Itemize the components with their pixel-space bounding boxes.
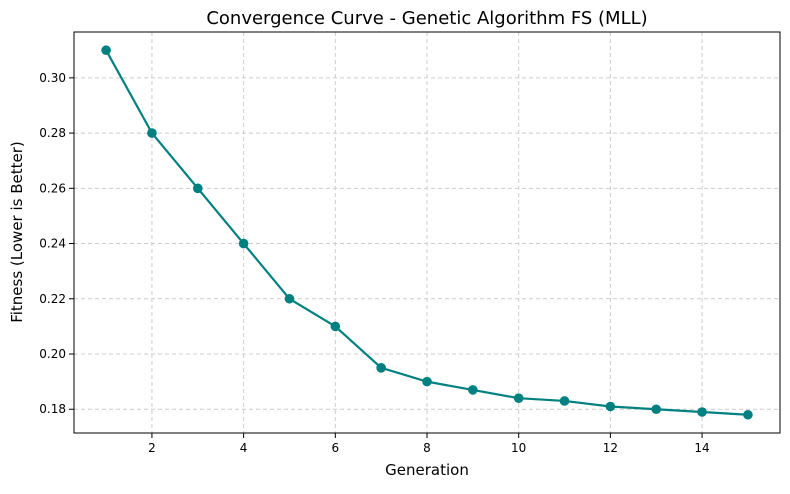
data-point	[513, 393, 524, 404]
y-tick-label: 0.20	[39, 347, 66, 361]
tick-layer: 2 4 6 8 10 12 14 0.18 0.20 0.22 0.24 0.26 0.28 0.30	[39, 71, 709, 455]
data-point	[605, 401, 616, 412]
y-tick-label: 0.24	[39, 237, 66, 251]
data-point	[238, 238, 249, 249]
x-tick-label: 14	[694, 441, 709, 455]
chart-title: Convergence Curve - Genetic Algorithm FS…	[206, 8, 647, 29]
x-tick-label: 2	[148, 441, 156, 455]
y-tick-label: 0.30	[39, 71, 66, 85]
y-tick-label: 0.28	[39, 126, 66, 140]
data-point	[101, 45, 111, 56]
grid-layer	[74, 32, 780, 433]
data-point	[330, 321, 341, 332]
data-point	[559, 396, 570, 406]
y-axis-label: Fitness (Lower is Better)	[8, 141, 26, 323]
x-tick-label: 10	[511, 441, 526, 455]
data-point	[422, 376, 432, 387]
y-tick-label: 0.18	[39, 402, 66, 416]
plot-frame	[73, 31, 781, 434]
x-tick-label: 6	[331, 441, 339, 455]
x-tick-label: 8	[423, 441, 431, 455]
data-point	[147, 128, 157, 138]
x-axis-label: Generation	[385, 461, 469, 479]
data-point	[468, 385, 478, 395]
y-tick-label: 0.26	[39, 181, 66, 195]
data-point	[697, 407, 707, 417]
data-point	[743, 409, 753, 420]
x-tick-label: 4	[240, 441, 248, 455]
y-tick-label: 0.22	[39, 292, 66, 306]
data-point	[284, 293, 295, 304]
x-tick-label: 12	[603, 441, 618, 455]
series-layer	[101, 45, 753, 420]
data-point	[192, 183, 203, 194]
data-point	[376, 363, 386, 373]
data-point	[651, 404, 662, 415]
